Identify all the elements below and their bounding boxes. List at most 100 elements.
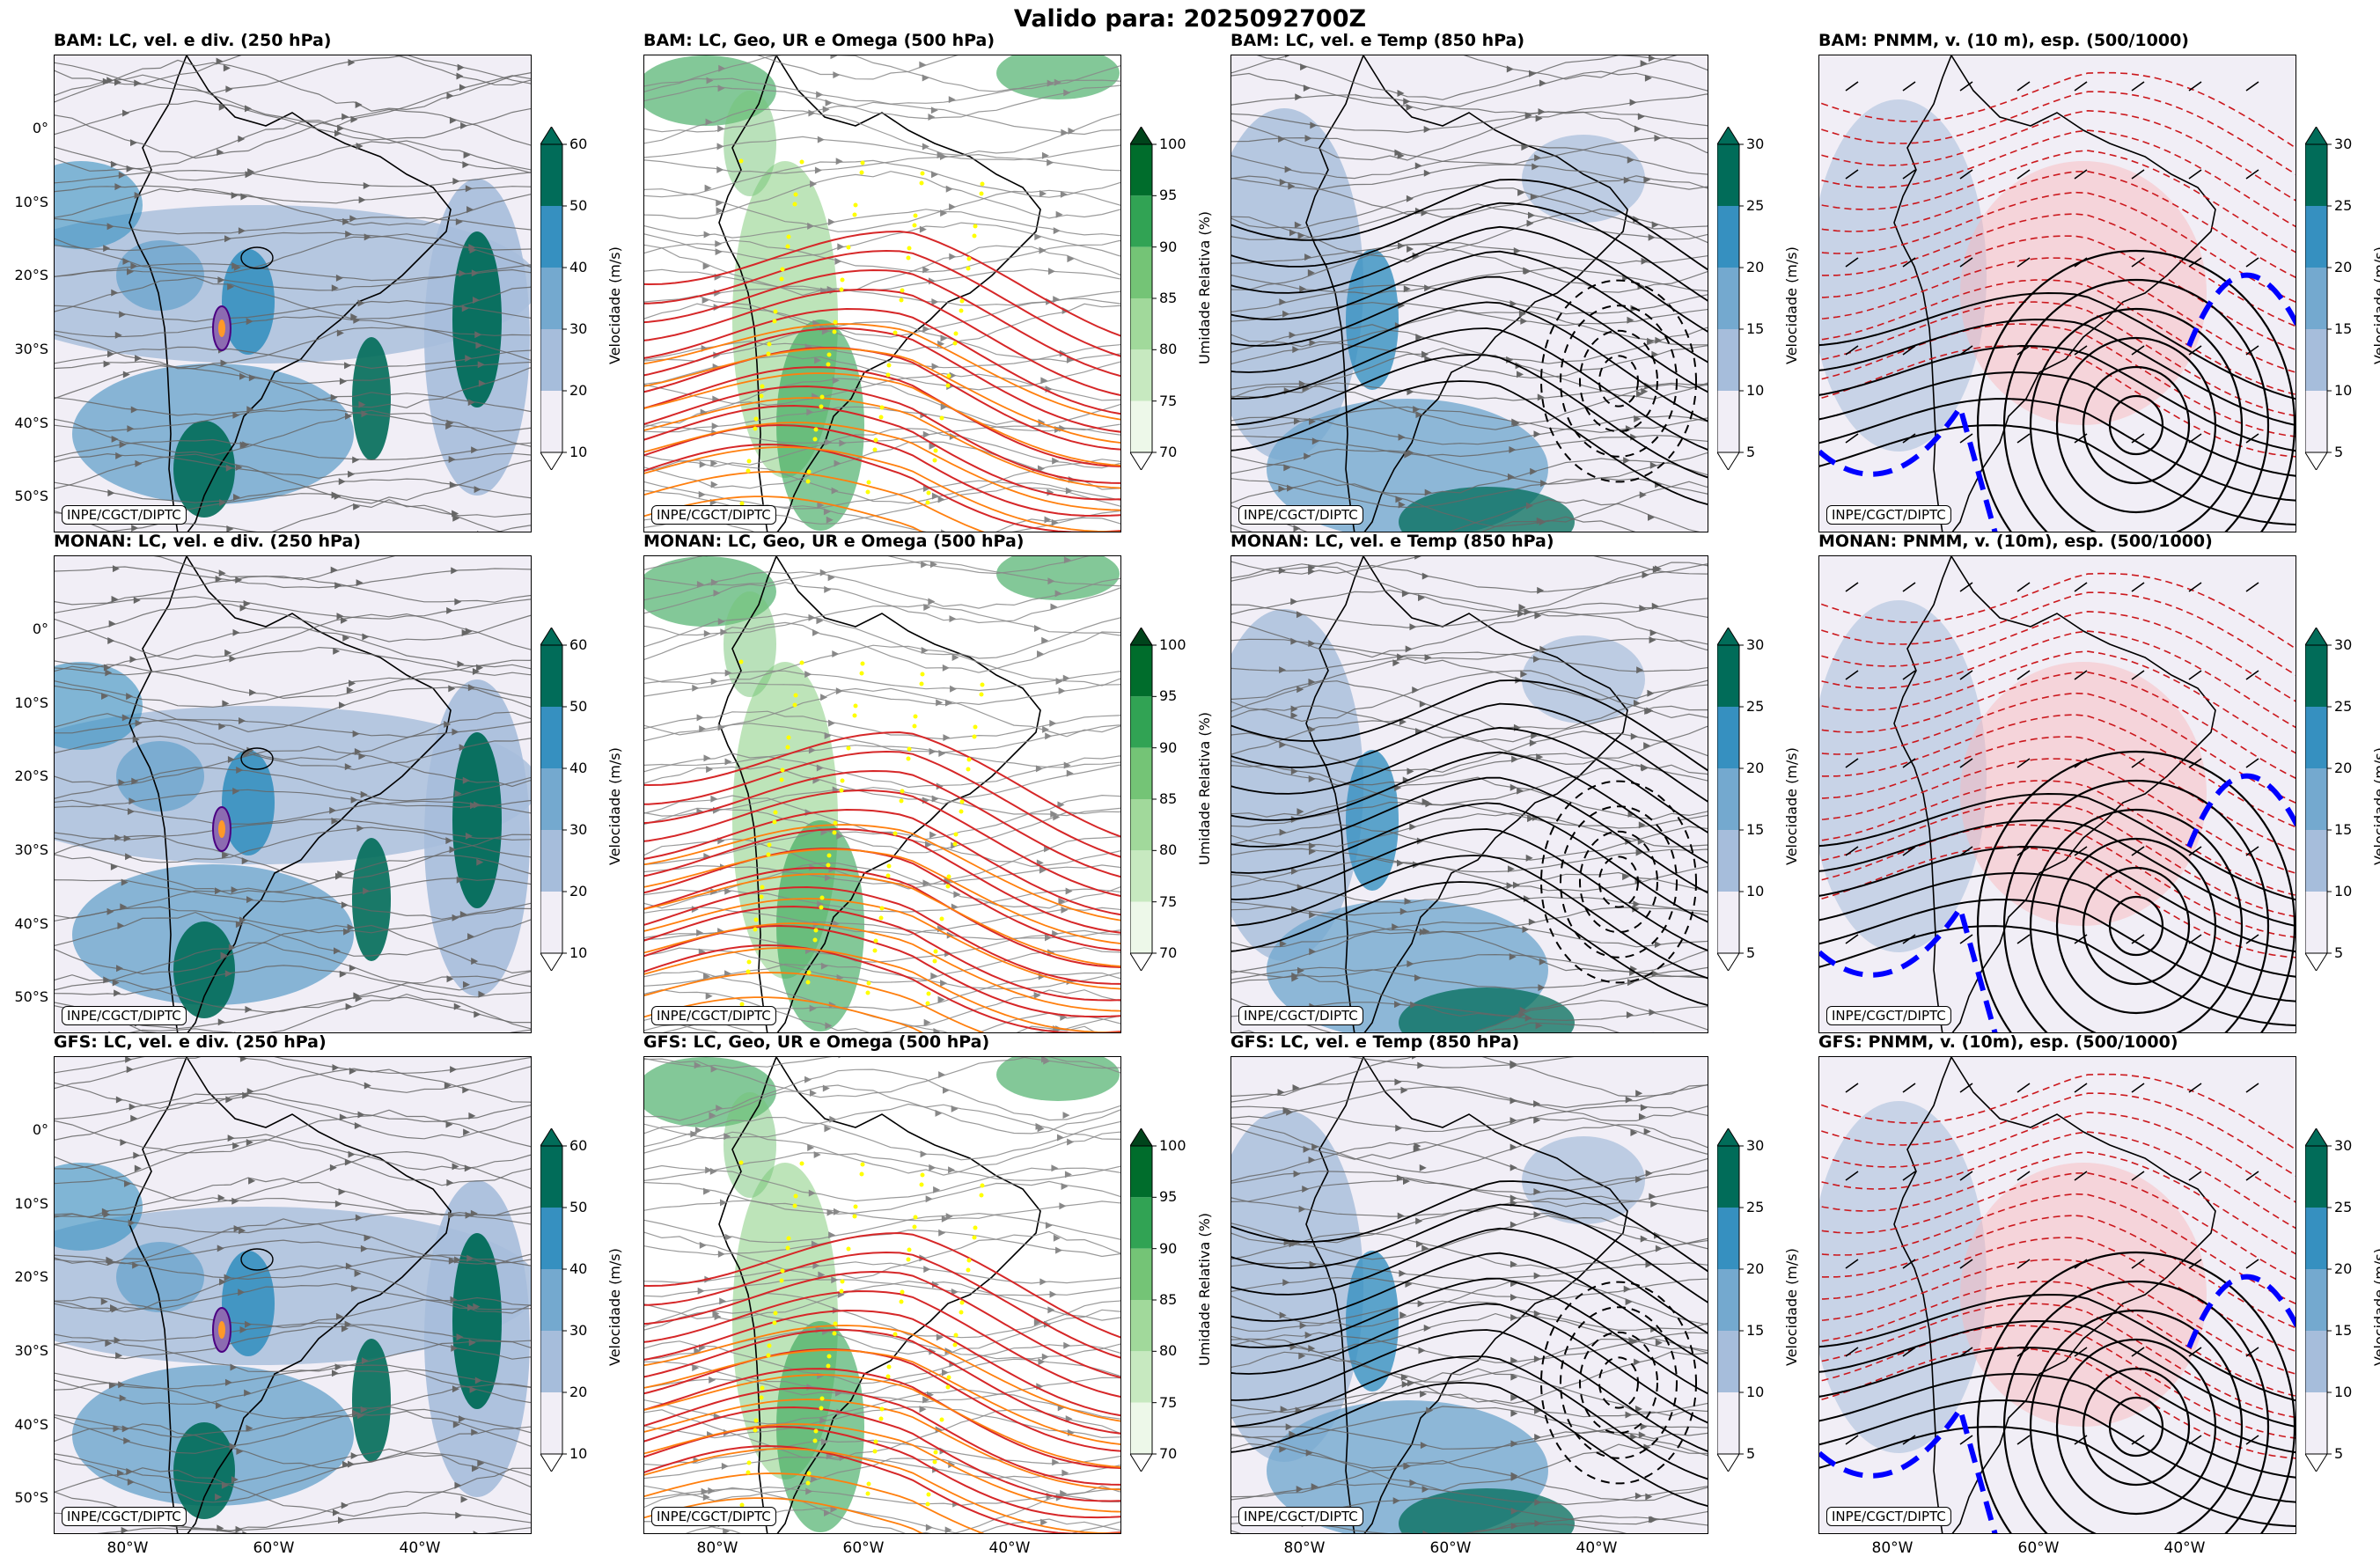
panel-title: MONAN: PNMM, v. (10m), esp. (500/1000) bbox=[1818, 532, 2213, 551]
colorbar-tick-label: 25 bbox=[1746, 698, 1765, 715]
latitude-tick-label: 0° bbox=[32, 620, 48, 637]
latitude-tick-label: 10°S bbox=[14, 194, 48, 210]
colorbar-tick-label: 5 bbox=[2334, 1445, 2344, 1462]
map-panel: INPE/CGCT/DIPTC bbox=[1230, 1056, 1708, 1534]
map-panel: INPE/CGCT/DIPTC bbox=[1818, 555, 2296, 1033]
credit-label: INPE/CGCT/DIPTC bbox=[1826, 1006, 1951, 1025]
longitude-tick-label: 60°W bbox=[842, 1539, 885, 1557]
colorbar-tick-label: 25 bbox=[2334, 197, 2353, 214]
longitude-tick-label: 60°W bbox=[2017, 1539, 2060, 1557]
credit-label: INPE/CGCT/DIPTC bbox=[1826, 505, 1951, 525]
latitude-tick-label: 20°S bbox=[14, 767, 48, 784]
colorbar-tick-label: 90 bbox=[1159, 1239, 1178, 1257]
credit-label: INPE/CGCT/DIPTC bbox=[62, 505, 187, 525]
colorbar-tick-label: 20 bbox=[569, 883, 588, 899]
colorbar-tick-label: 10 bbox=[2334, 382, 2353, 399]
colorbar-label: Velocidade (m/s) bbox=[2371, 1248, 2380, 1366]
colorbar-tick-label: 40 bbox=[569, 760, 588, 776]
colorbar-tick-label: 5 bbox=[2334, 944, 2344, 961]
colorbar-tick-label: 90 bbox=[1159, 738, 1178, 756]
credit-label: INPE/CGCT/DIPTC bbox=[651, 1507, 776, 1526]
panel-title: GFS: LC, vel. e div. (250 hPa) bbox=[54, 1032, 327, 1052]
colorbar-tick-label: 70 bbox=[1159, 444, 1178, 460]
colorbar-label: Velocidade (m/s) bbox=[1783, 747, 1800, 865]
colorbar-label: Umidade Relativa (%) bbox=[1196, 711, 1213, 865]
latitude-tick-label: 40°S bbox=[14, 415, 48, 431]
map-panel: INPE/CGCT/DIPTC bbox=[643, 555, 1121, 1033]
colorbar-tick-label: 25 bbox=[1746, 1199, 1765, 1215]
credit-label: INPE/CGCT/DIPTC bbox=[62, 1006, 187, 1025]
colorbar-tick-label: 15 bbox=[2334, 821, 2353, 838]
colorbar-tick-label: 30 bbox=[1746, 636, 1765, 653]
longitude-tick-label: 60°W bbox=[253, 1539, 295, 1557]
colorbar-label: Umidade Relativa (%) bbox=[1196, 210, 1213, 364]
longitude-tick-label: 40°W bbox=[2163, 1539, 2206, 1557]
colorbar-tick-label: 60 bbox=[569, 1137, 588, 1154]
colorbar-tick-label: 80 bbox=[1159, 841, 1178, 859]
map-panel: INPE/CGCT/DIPTC bbox=[1818, 55, 2296, 532]
longitude-tick-label: 80°W bbox=[696, 1539, 738, 1557]
colorbar-tick-label: 30 bbox=[2334, 1137, 2353, 1154]
colorbar-tick-label: 95 bbox=[1159, 1188, 1178, 1206]
colorbar-tick-label: 10 bbox=[1746, 1384, 1765, 1400]
colorbar-tick-label: 30 bbox=[2334, 636, 2353, 653]
colorbar-label: Velocidade (m/s) bbox=[606, 747, 623, 865]
latitude-tick-label: 50°S bbox=[14, 1489, 48, 1506]
longitude-tick-label: 40°W bbox=[988, 1539, 1031, 1557]
colorbar-tick-label: 70 bbox=[1159, 944, 1178, 961]
colorbar: 30 25 20 15 10 5 Velocidade (m/s) bbox=[2304, 627, 2380, 974]
colorbar-tick-label: 10 bbox=[2334, 883, 2353, 899]
colorbar-label: Velocidade (m/s) bbox=[2371, 246, 2380, 364]
longitude-tick-label: 40°W bbox=[1576, 1539, 1618, 1557]
panel-title: BAM: LC, vel. e div. (250 hPa) bbox=[54, 31, 332, 50]
latitude-tick-label: 30°S bbox=[14, 341, 48, 357]
colorbar-tick-label: 85 bbox=[1159, 1291, 1178, 1308]
map-panel: INPE/CGCT/DIPTC bbox=[54, 555, 532, 1033]
colorbar-tick-label: 100 bbox=[1159, 636, 1186, 653]
colorbar-tick-label: 70 bbox=[1159, 1445, 1178, 1462]
colorbar-tick-label: 20 bbox=[1746, 760, 1765, 776]
colorbar: 100 95 90 85 80 75 70 Umidade Relativa (%) bbox=[1129, 126, 1236, 474]
colorbar: 100 95 90 85 80 75 70 Umidade Relativa (%) bbox=[1129, 627, 1236, 974]
latitude-tick-label: 0° bbox=[32, 1121, 48, 1138]
colorbar-tick-label: 40 bbox=[569, 259, 588, 275]
colorbar-tick-label: 60 bbox=[569, 136, 588, 152]
map-panel: INPE/CGCT/DIPTC bbox=[643, 55, 1121, 532]
panel-title: GFS: PNMM, v. (10m), esp. (500/1000) bbox=[1818, 1032, 2178, 1052]
colorbar-tick-label: 90 bbox=[1159, 238, 1178, 255]
colorbar: 30 25 20 15 10 5 Velocidade (m/s) bbox=[1716, 627, 1823, 974]
longitude-tick-label: 80°W bbox=[1283, 1539, 1326, 1557]
colorbar-tick-label: 95 bbox=[1159, 687, 1178, 705]
colorbar-label: Velocidade (m/s) bbox=[1783, 1248, 1800, 1366]
colorbar-tick-label: 60 bbox=[569, 636, 588, 653]
panel-title: BAM: LC, Geo, UR e Omega (500 hPa) bbox=[643, 31, 995, 50]
colorbar-tick-label: 85 bbox=[1159, 290, 1178, 306]
colorbar-tick-label: 85 bbox=[1159, 790, 1178, 807]
colorbar-tick-label: 15 bbox=[1746, 1322, 1765, 1339]
colorbar-tick-label: 75 bbox=[1159, 1393, 1178, 1411]
colorbar: 60 50 40 30 20 10 Velocidade (m/s) bbox=[540, 1127, 646, 1475]
colorbar-tick-label: 30 bbox=[569, 821, 588, 838]
colorbar-tick-label: 25 bbox=[2334, 1199, 2353, 1215]
map-panel: INPE/CGCT/DIPTC bbox=[54, 55, 532, 532]
credit-label: INPE/CGCT/DIPTC bbox=[1238, 505, 1363, 525]
colorbar-tick-label: 10 bbox=[569, 1445, 588, 1462]
latitude-tick-label: 30°S bbox=[14, 1342, 48, 1359]
credit-label: INPE/CGCT/DIPTC bbox=[651, 1006, 776, 1025]
panel-title: GFS: LC, vel. e Temp (850 hPa) bbox=[1230, 1032, 1520, 1052]
figure-title: Valido para: 2025092700Z bbox=[1013, 5, 1367, 33]
panel-title: MONAN: LC, vel. e div. (250 hPa) bbox=[54, 532, 361, 551]
latitude-tick-label: 40°S bbox=[14, 1416, 48, 1433]
colorbar: 30 25 20 15 10 5 Velocidade (m/s) bbox=[2304, 1127, 2380, 1475]
colorbar-tick-label: 5 bbox=[1746, 444, 1756, 460]
colorbar-label: Velocidade (m/s) bbox=[1783, 246, 1800, 364]
map-panel: INPE/CGCT/DIPTC bbox=[1818, 1056, 2296, 1534]
colorbar-tick-label: 30 bbox=[569, 1322, 588, 1339]
colorbar: 30 25 20 15 10 5 Velocidade (m/s) bbox=[1716, 1127, 1823, 1475]
colorbar: 30 25 20 15 10 5 Velocidade (m/s) bbox=[1716, 126, 1823, 474]
credit-label: INPE/CGCT/DIPTC bbox=[1826, 1507, 1951, 1526]
colorbar-tick-label: 20 bbox=[569, 1384, 588, 1400]
colorbar-tick-label: 20 bbox=[2334, 1260, 2353, 1277]
colorbar-label: Umidade Relativa (%) bbox=[1196, 1212, 1213, 1366]
colorbar-tick-label: 10 bbox=[1746, 382, 1765, 399]
